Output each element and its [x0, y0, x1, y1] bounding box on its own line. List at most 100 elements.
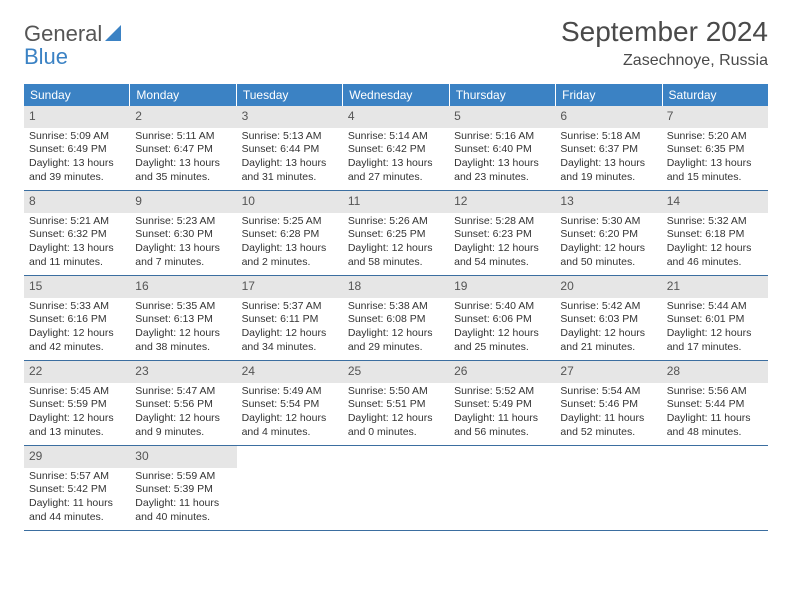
day-cell: 7Sunrise: 5:20 AMSunset: 6:35 PMDaylight… [662, 106, 768, 190]
day-daylight: Daylight: 12 hours and 25 minutes. [454, 327, 550, 354]
day-number: 26 [449, 361, 555, 383]
day-body: Sunrise: 5:26 AMSunset: 6:25 PMDaylight:… [343, 215, 449, 275]
logo-sail-icon [105, 22, 125, 45]
day-daylight: Daylight: 12 hours and 17 minutes. [667, 327, 763, 354]
day-daylight: Daylight: 11 hours and 44 minutes. [29, 497, 125, 524]
day-body: Sunrise: 5:13 AMSunset: 6:44 PMDaylight:… [237, 130, 343, 190]
day-sunrise: Sunrise: 5:56 AM [667, 385, 763, 399]
day-daylight: Daylight: 13 hours and 11 minutes. [29, 242, 125, 269]
day-cell: 13Sunrise: 5:30 AMSunset: 6:20 PMDayligh… [555, 191, 661, 275]
day-number: 13 [555, 191, 661, 213]
day-sunset: Sunset: 6:37 PM [560, 143, 656, 157]
day-number: 30 [130, 446, 236, 468]
day-body: Sunrise: 5:57 AMSunset: 5:42 PMDaylight:… [24, 470, 130, 530]
day-daylight: Daylight: 12 hours and 21 minutes. [560, 327, 656, 354]
day-sunset: Sunset: 6:47 PM [135, 143, 231, 157]
day-body: Sunrise: 5:38 AMSunset: 6:08 PMDaylight:… [343, 300, 449, 360]
day-sunset: Sunset: 6:23 PM [454, 228, 550, 242]
day-body: Sunrise: 5:16 AMSunset: 6:40 PMDaylight:… [449, 130, 555, 190]
day-cell: 5Sunrise: 5:16 AMSunset: 6:40 PMDaylight… [449, 106, 555, 190]
day-sunrise: Sunrise: 5:23 AM [135, 215, 231, 229]
day-sunrise: Sunrise: 5:40 AM [454, 300, 550, 314]
day-sunset: Sunset: 5:46 PM [560, 398, 656, 412]
day-sunrise: Sunrise: 5:35 AM [135, 300, 231, 314]
day-sunrise: Sunrise: 5:49 AM [242, 385, 338, 399]
day-number: 2 [130, 106, 236, 128]
day-sunset: Sunset: 6:32 PM [29, 228, 125, 242]
day-number: 10 [237, 191, 343, 213]
day-sunrise: Sunrise: 5:45 AM [29, 385, 125, 399]
day-sunset: Sunset: 5:56 PM [135, 398, 231, 412]
day-sunset: Sunset: 6:13 PM [135, 313, 231, 327]
day-sunset: Sunset: 5:44 PM [667, 398, 763, 412]
day-cell: 15Sunrise: 5:33 AMSunset: 6:16 PMDayligh… [24, 276, 130, 360]
day-number: 14 [662, 191, 768, 213]
day-daylight: Daylight: 12 hours and 29 minutes. [348, 327, 444, 354]
day-sunrise: Sunrise: 5:25 AM [242, 215, 338, 229]
day-number: 21 [662, 276, 768, 298]
day-daylight: Daylight: 12 hours and 54 minutes. [454, 242, 550, 269]
day-number: 9 [130, 191, 236, 213]
day-sunrise: Sunrise: 5:38 AM [348, 300, 444, 314]
day-sunset: Sunset: 6:49 PM [29, 143, 125, 157]
day-sunrise: Sunrise: 5:09 AM [29, 130, 125, 144]
empty-day-cell [237, 446, 343, 530]
day-sunrise: Sunrise: 5:21 AM [29, 215, 125, 229]
day-body: Sunrise: 5:45 AMSunset: 5:59 PMDaylight:… [24, 385, 130, 445]
week-row: 1 Sunrise: 5:09 AMSunset: 6:49 PM Daylight… [24, 106, 768, 191]
day-number: 22 [24, 361, 130, 383]
day-number: 29 [24, 446, 130, 468]
day-cell: 6Sunrise: 5:18 AMSunset: 6:37 PMDaylight… [555, 106, 661, 190]
day-number: 28 [662, 361, 768, 383]
dow-cell: Friday [556, 84, 662, 106]
day-cell: 20Sunrise: 5:42 AMSunset: 6:03 PMDayligh… [555, 276, 661, 360]
day-sunrise: Sunrise: 5:30 AM [560, 215, 656, 229]
day-number: 20 [555, 276, 661, 298]
day-sunrise: Sunrise: 5:42 AM [560, 300, 656, 314]
day-sunrise: Sunrise: 5:37 AM [242, 300, 338, 314]
day-daylight: Daylight: 13 hours and 27 minutes. [348, 157, 444, 184]
day-cell: 27Sunrise: 5:54 AMSunset: 5:46 PMDayligh… [555, 361, 661, 445]
day-daylight: Daylight: 12 hours and 0 minutes. [348, 412, 444, 439]
day-cell: 22Sunrise: 5:45 AMSunset: 5:59 PMDayligh… [24, 361, 130, 445]
day-cell: 9Sunrise: 5:23 AMSunset: 6:30 PMDaylight… [130, 191, 236, 275]
day-sunset: Sunset: 6:16 PM [29, 313, 125, 327]
day-cell: 3Sunrise: 5:13 AMSunset: 6:44 PMDaylight… [237, 106, 343, 190]
empty-day-cell [662, 446, 768, 530]
day-sunset: Sunset: 6:35 PM [667, 143, 763, 157]
day-sunrise: Sunrise: 5:14 AM [348, 130, 444, 144]
day-number: 8 [24, 191, 130, 213]
day-cell: 4Sunrise: 5:14 AMSunset: 6:42 PMDaylight… [343, 106, 449, 190]
day-body: Sunrise: 5:30 AMSunset: 6:20 PMDaylight:… [555, 215, 661, 275]
day-number: 1 [24, 106, 130, 128]
logo-line1: General [24, 21, 102, 46]
day-sunset: Sunset: 6:01 PM [667, 313, 763, 327]
day-body: Sunrise: 5:32 AMSunset: 6:18 PMDaylight:… [662, 215, 768, 275]
day-sunset: Sunset: 6:11 PM [242, 313, 338, 327]
day-body: Sunrise: 5:37 AMSunset: 6:11 PMDaylight:… [237, 300, 343, 360]
day-number: 16 [130, 276, 236, 298]
day-daylight: Daylight: 12 hours and 42 minutes. [29, 327, 125, 354]
day-sunset: Sunset: 6:06 PM [454, 313, 550, 327]
day-daylight: Daylight: 13 hours and 7 minutes. [135, 242, 231, 269]
day-cell: 1Sunrise: 5:09 AMSunset: 6:49 PMDaylight… [24, 106, 130, 190]
day-sunset: Sunset: 6:25 PM [348, 228, 444, 242]
day-number: 12 [449, 191, 555, 213]
month-title: September 2024 [561, 16, 768, 48]
day-body: Sunrise: 5:25 AMSunset: 6:28 PMDaylight:… [237, 215, 343, 275]
day-cell: 29Sunrise: 5:57 AMSunset: 5:42 PMDayligh… [24, 446, 130, 530]
empty-day-cell [555, 446, 661, 530]
day-number: 6 [555, 106, 661, 128]
day-body: Sunrise: 5:59 AMSunset: 5:39 PMDaylight:… [130, 470, 236, 530]
day-body: Sunrise: 5:54 AMSunset: 5:46 PMDaylight:… [555, 385, 661, 445]
day-body: Sunrise: 5:18 AMSunset: 6:37 PMDaylight:… [555, 130, 661, 190]
day-sunset: Sunset: 6:40 PM [454, 143, 550, 157]
day-number: 5 [449, 106, 555, 128]
day-cell: 30Sunrise: 5:59 AMSunset: 5:39 PMDayligh… [130, 446, 236, 530]
day-sunrise: Sunrise: 5:33 AM [29, 300, 125, 314]
day-sunset: Sunset: 5:59 PM [29, 398, 125, 412]
day-daylight: Daylight: 13 hours and 35 minutes. [135, 157, 231, 184]
day-sunrise: Sunrise: 5:18 AM [560, 130, 656, 144]
day-number: 7 [662, 106, 768, 128]
day-sunset: Sunset: 5:39 PM [135, 483, 231, 497]
